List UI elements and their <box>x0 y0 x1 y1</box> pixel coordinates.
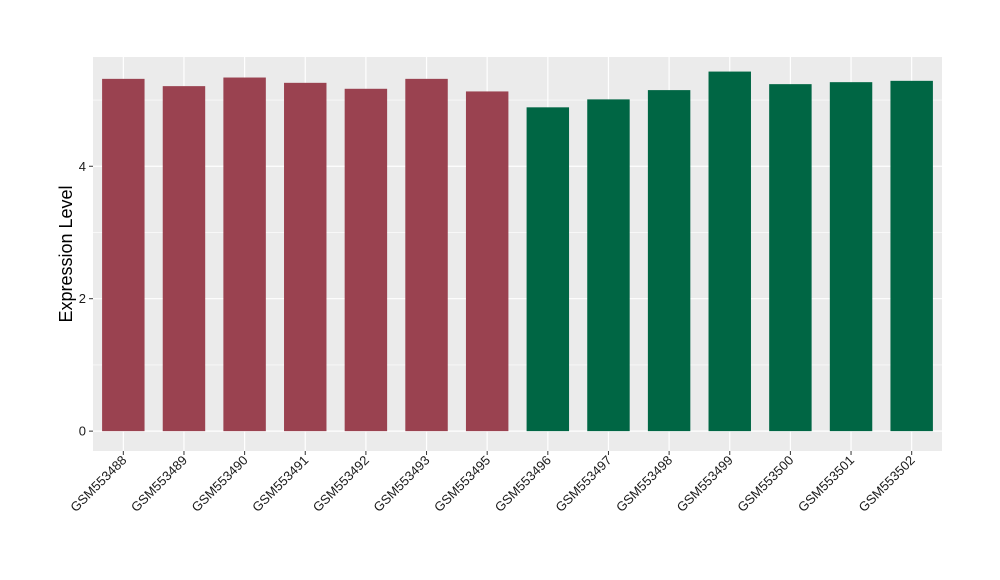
x-tick-label: GSM553491 <box>249 453 311 515</box>
x-tick-label: GSM553492 <box>310 453 372 515</box>
y-axis-title: Expression Level <box>56 185 76 322</box>
y-axis: 0 2 4 <box>79 159 93 439</box>
y-tick-label: 4 <box>79 159 86 174</box>
plot-panel <box>93 57 942 451</box>
bar-GSM553488 <box>102 78 145 432</box>
x-tick-label: GSM553495 <box>431 453 493 515</box>
bar-GSM553498 <box>647 90 691 432</box>
x-tick-label: GSM553499 <box>674 453 736 515</box>
bar-GSM553502 <box>890 80 933 432</box>
bar-GSM553497 <box>587 99 630 432</box>
bar-GSM553489 <box>162 86 206 432</box>
x-axis: GSM553488GSM553489GSM553490GSM553491GSM5… <box>67 451 918 515</box>
bar-GSM553496 <box>526 107 570 432</box>
x-tick-label: GSM553496 <box>492 453 554 515</box>
x-tick-label: GSM553500 <box>734 453 796 515</box>
bar-GSM553493 <box>405 78 448 432</box>
bar-GSM553500 <box>769 84 812 432</box>
x-tick-label: GSM553502 <box>856 453 918 515</box>
x-tick-label: GSM553490 <box>189 453 251 515</box>
bars <box>102 71 933 432</box>
bar-GSM553495 <box>465 91 509 432</box>
bar-GSM553499 <box>708 71 751 432</box>
y-tick-label: 2 <box>79 291 86 306</box>
x-tick-label: GSM553498 <box>613 453 675 515</box>
x-tick-label: GSM553493 <box>370 453 432 515</box>
bar-GSM553501 <box>829 82 873 432</box>
x-tick-label: GSM553488 <box>67 453 129 515</box>
bar-GSM553490 <box>223 77 266 432</box>
x-tick-label: GSM553489 <box>128 453 190 515</box>
bar-GSM553491 <box>284 82 327 432</box>
bar-GSM553492 <box>344 88 388 432</box>
x-tick-label: GSM553501 <box>795 453 857 515</box>
x-tick-label: GSM553497 <box>552 453 614 515</box>
y-tick-label: 0 <box>79 424 86 439</box>
